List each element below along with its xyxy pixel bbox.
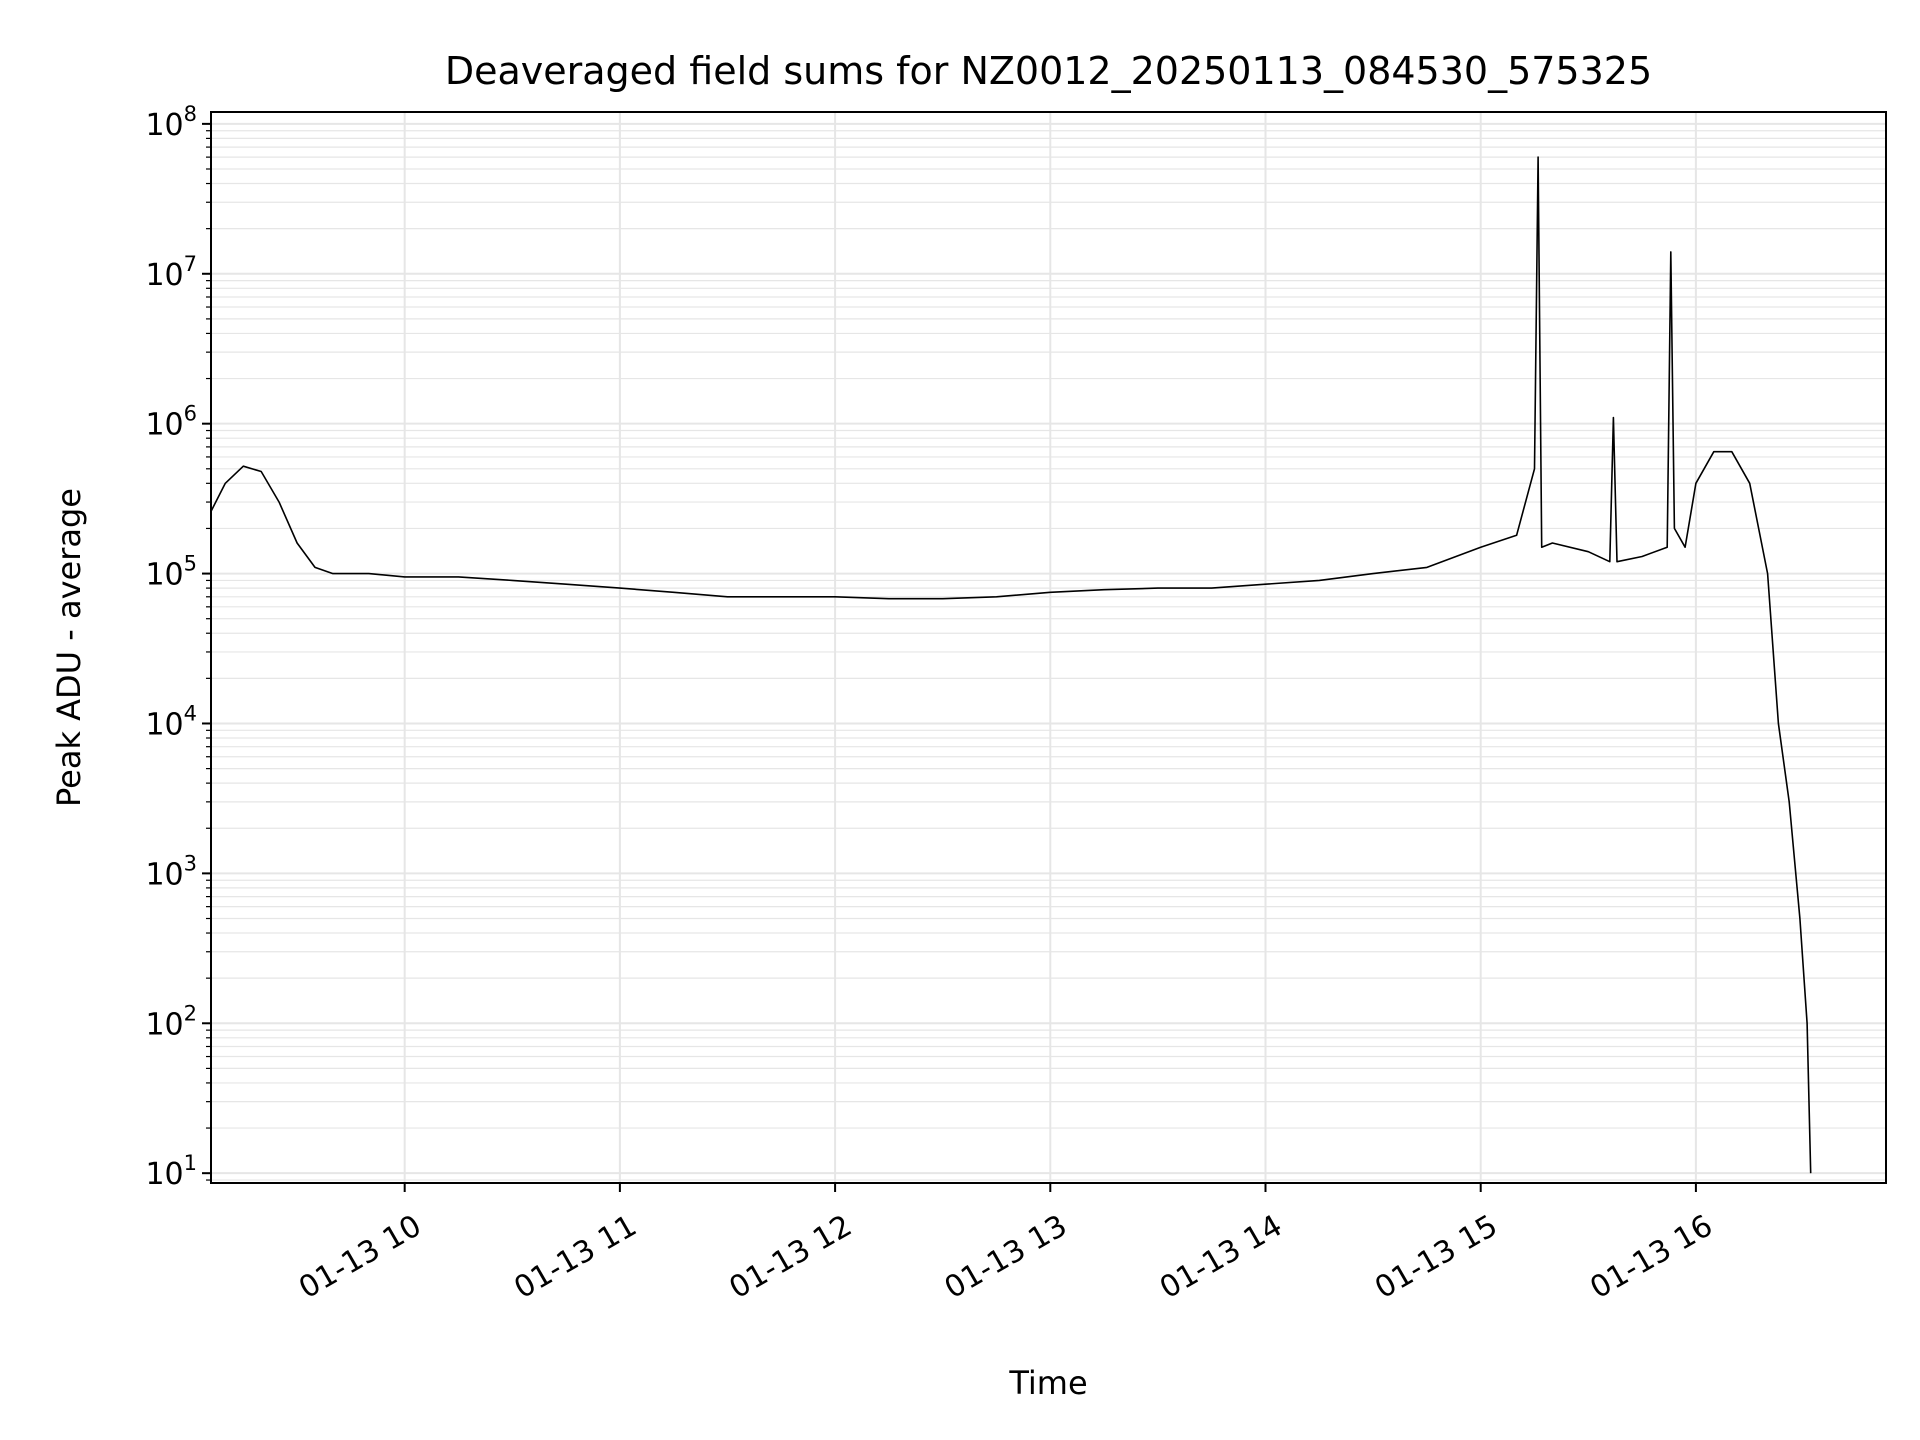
y-tick-label: 101 (145, 1151, 197, 1192)
y-tick-label: 106 (145, 402, 197, 443)
y-tick-label: 103 (145, 851, 197, 892)
x-axis-title: Time (1008, 1364, 1087, 1402)
minor-gridlines (211, 130, 1886, 1181)
y-tick-label: 102 (145, 1001, 197, 1042)
y-tick-label: 104 (145, 701, 197, 742)
y-tick-label: 108 (145, 102, 197, 143)
chart-title: Deaveraged field sums for NZ0012_2025011… (445, 49, 1652, 93)
series-line (210, 156, 1812, 1174)
series-layer (210, 156, 1812, 1174)
y-tick-label: 107 (145, 252, 197, 293)
y-axis-title: Peak ADU - average (50, 488, 88, 807)
plot-frame (210, 111, 1887, 1184)
y-tick-label: 105 (145, 552, 197, 593)
major-gridlines (211, 112, 1886, 1183)
